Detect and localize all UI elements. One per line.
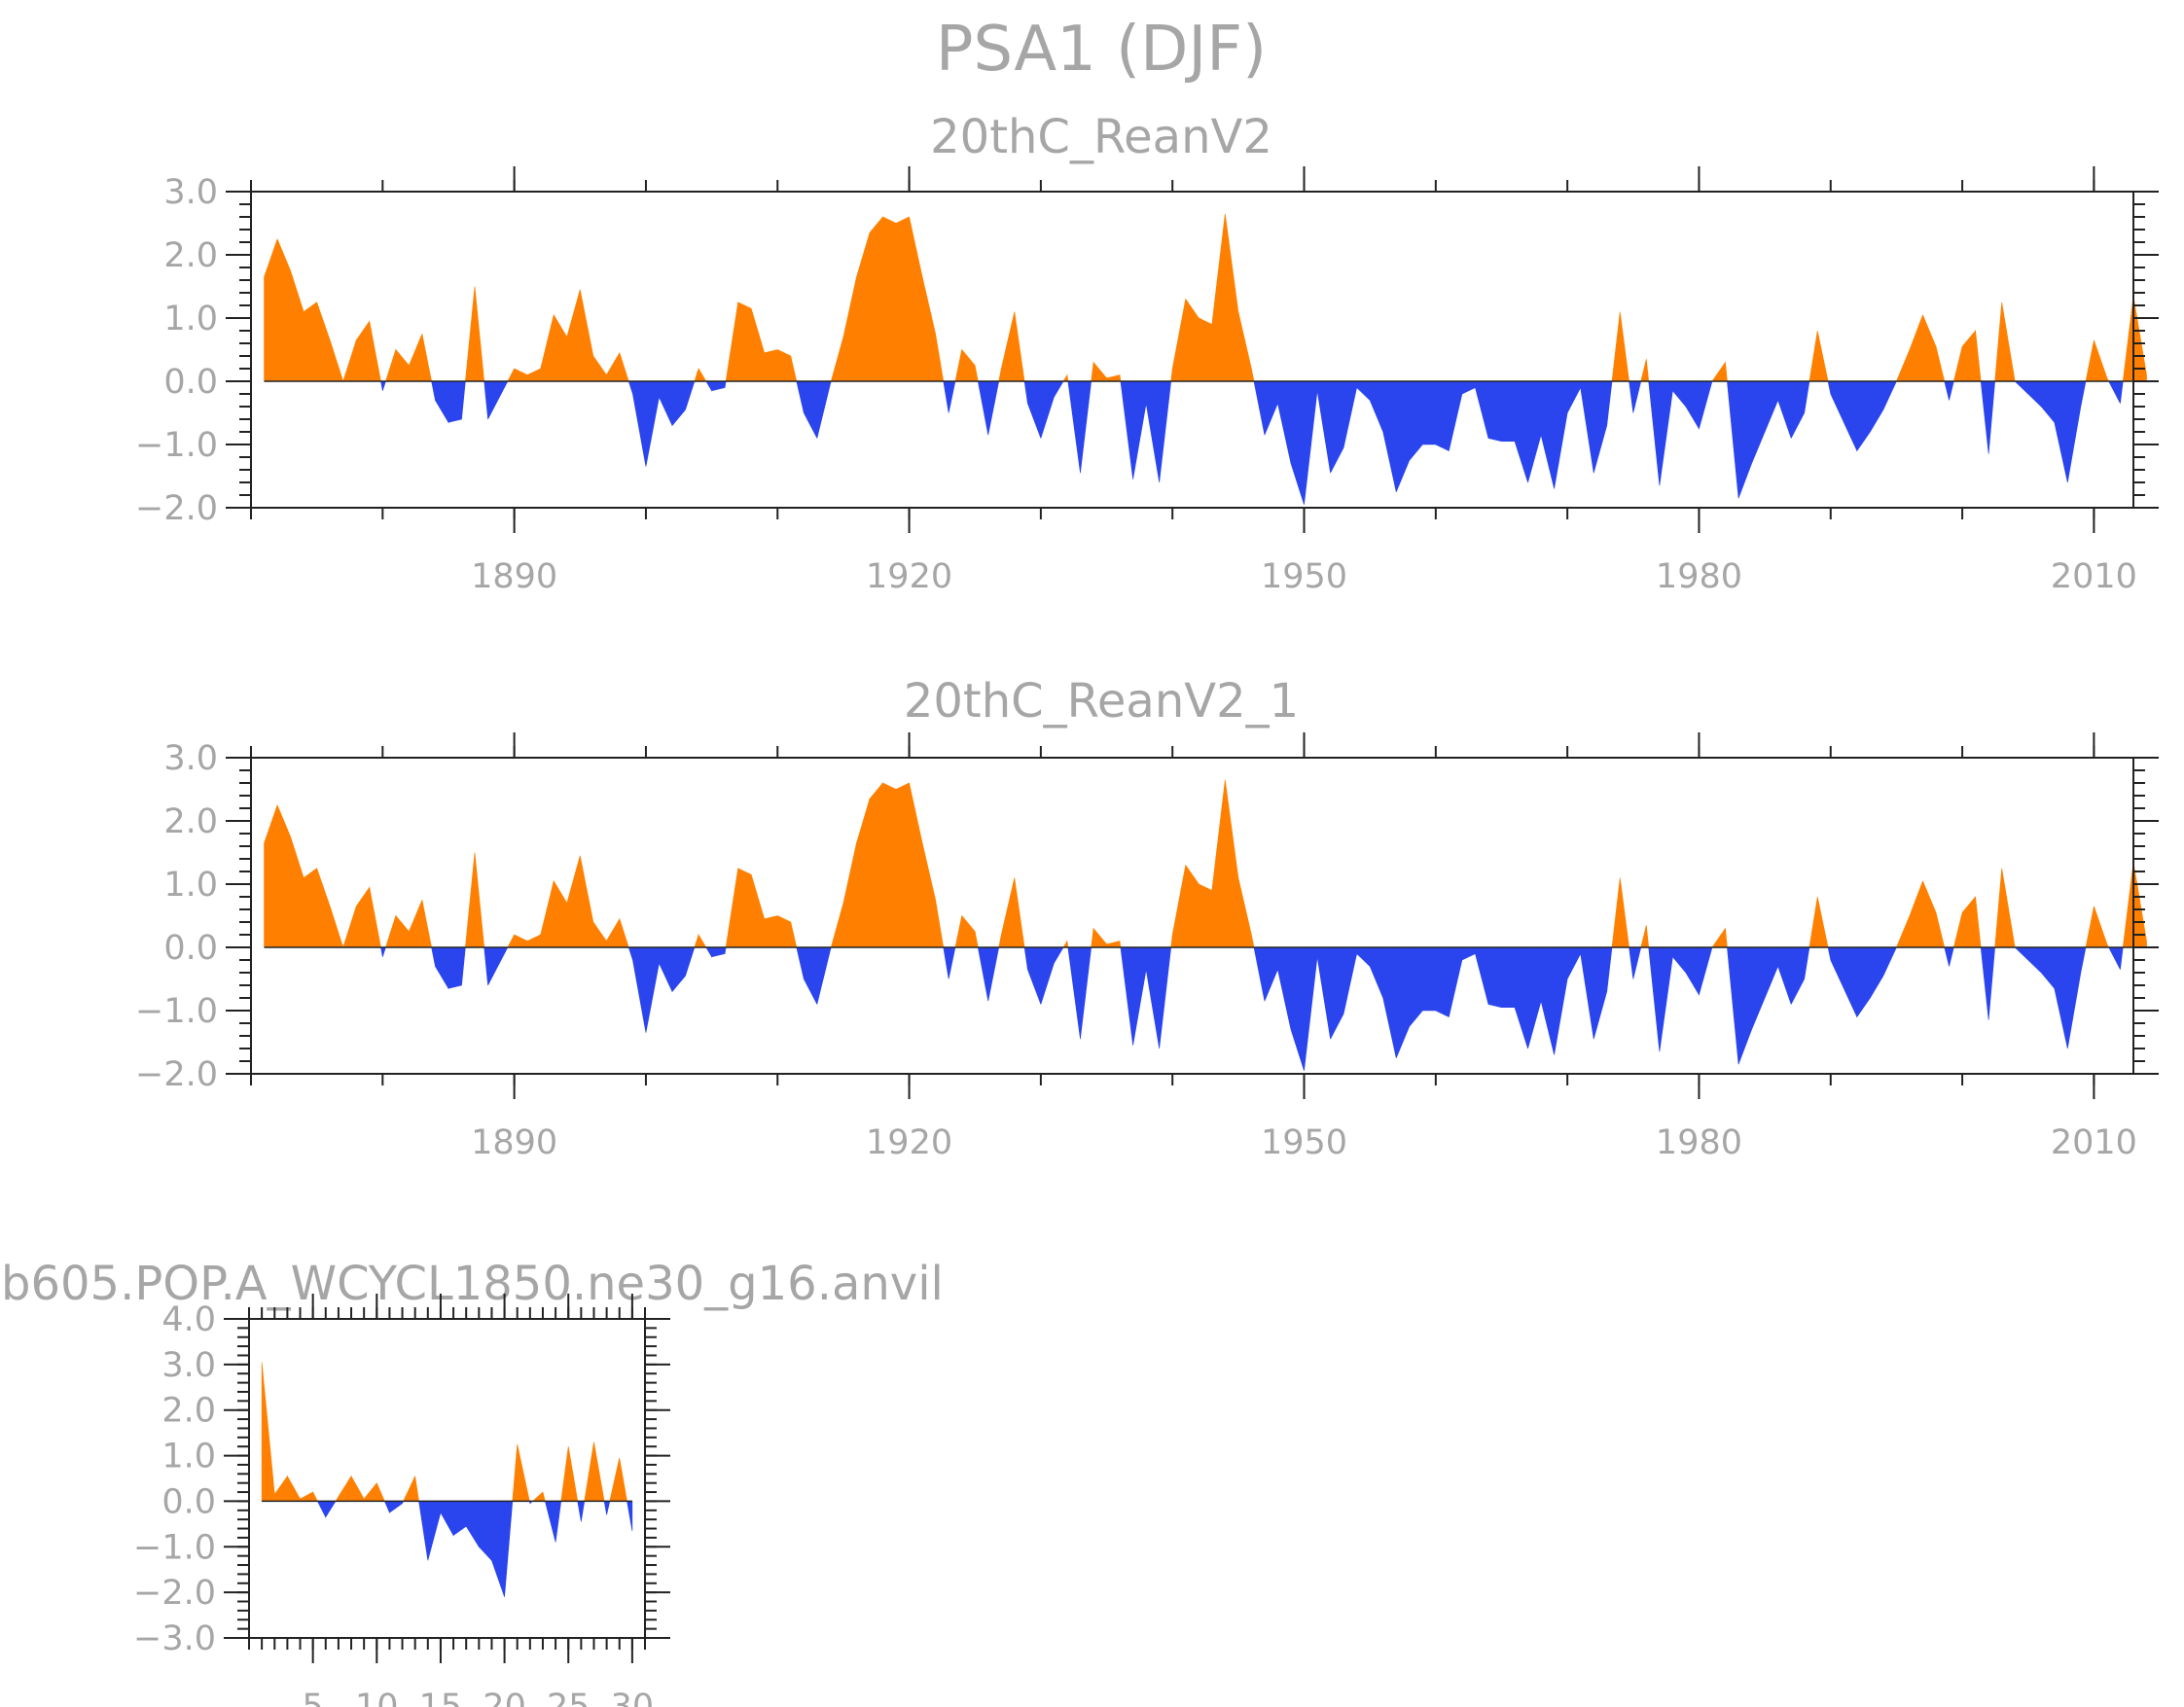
area-layer bbox=[264, 779, 2147, 1071]
axis-layer: 5 10 15 20 25 30 −3.0 −2.0 −1.0 0.0 1.0 2.0 3.0 4.0 bbox=[133, 1294, 670, 1707]
plot-frame bbox=[250, 191, 2134, 509]
y-tick-label: 3.0 bbox=[163, 173, 218, 212]
y-tick-label: 0.0 bbox=[161, 1482, 216, 1521]
y-tick-label: −2.0 bbox=[135, 489, 218, 528]
x-tick-label: 10 bbox=[355, 1688, 399, 1707]
x-tick-label: 2010 bbox=[2051, 1123, 2137, 1162]
negative-area bbox=[316, 1501, 633, 1597]
x-tick-label: 5 bbox=[303, 1688, 324, 1707]
plot-frame bbox=[248, 1318, 646, 1639]
x-tick-label: 1890 bbox=[471, 1123, 557, 1162]
negative-area bbox=[380, 380, 2124, 505]
x-tick-label: 2010 bbox=[2051, 557, 2137, 596]
y-tick-label: 3.0 bbox=[161, 1346, 216, 1385]
panel-b605-pop: b605.POP.A_WCYCL1850.ne30_g16.anvil 5 10 1… bbox=[1, 1257, 944, 1707]
figure-title: PSA1 (DJF) bbox=[936, 14, 1267, 86]
x-tick-label: 1950 bbox=[1261, 1123, 1347, 1162]
x-tick-label: 1920 bbox=[866, 557, 952, 596]
plot-frame bbox=[250, 757, 2134, 1075]
panel-title: b605.POP.A_WCYCL1850.ne30_g16.anvil bbox=[1, 1257, 944, 1311]
area-layer bbox=[261, 1362, 633, 1597]
y-tick-label: 1.0 bbox=[163, 866, 218, 905]
x-tick-label: 1980 bbox=[1656, 1123, 1742, 1162]
y-tick-label: −2.0 bbox=[133, 1574, 216, 1613]
x-tick-label: 1950 bbox=[1261, 557, 1347, 596]
panel-title: 20thC_ReanV2_1 bbox=[904, 674, 1299, 729]
y-tick-label: 2.0 bbox=[163, 802, 218, 841]
x-tick-label: 15 bbox=[419, 1688, 463, 1707]
y-tick-label: 3.0 bbox=[163, 739, 218, 778]
y-tick-label: 4.0 bbox=[161, 1300, 216, 1339]
y-tick-label: −1.0 bbox=[135, 426, 218, 465]
panel-20thc-reanv2-1: 20thC_ReanV2_1 1890 1920 1950 1980 2010 −2.0 −… bbox=[135, 674, 2159, 1162]
y-tick-label: −1.0 bbox=[133, 1528, 216, 1567]
panel-title: 20thC_ReanV2 bbox=[930, 110, 1272, 164]
x-tick-label: 20 bbox=[483, 1688, 526, 1707]
y-tick-label: 0.0 bbox=[163, 929, 218, 968]
x-tick-label: 30 bbox=[611, 1688, 655, 1707]
y-tick-label: 2.0 bbox=[163, 236, 218, 275]
positive-area bbox=[264, 213, 2147, 382]
x-tick-label: 1980 bbox=[1656, 557, 1742, 596]
y-tick-label: 1.0 bbox=[161, 1438, 216, 1476]
y-tick-label: −2.0 bbox=[135, 1055, 218, 1094]
y-tick-label: −1.0 bbox=[135, 992, 218, 1031]
axis-layer: 1890 1920 1950 1980 2010 −2.0 −1.0 0.0 1.0 2.0 3.0 bbox=[135, 732, 2159, 1162]
area-layer bbox=[264, 213, 2147, 505]
x-tick-label: 1920 bbox=[866, 1123, 952, 1162]
y-tick-label: 1.0 bbox=[163, 300, 218, 338]
axis-layer: 1890 1920 1950 1980 2010 −2.0 −1.0 0.0 1.0 2.0 3.0 bbox=[135, 166, 2159, 596]
x-tick-label: 1890 bbox=[471, 557, 557, 596]
positive-area bbox=[261, 1362, 627, 1502]
y-tick-label: 2.0 bbox=[161, 1392, 216, 1431]
y-tick-label: 0.0 bbox=[163, 363, 218, 402]
panel-20thc-reanv2: 20thC_ReanV2 1890 1920 1950 1980 2010 −2.0 −1.… bbox=[135, 110, 2159, 596]
negative-area bbox=[380, 946, 2124, 1071]
positive-area bbox=[264, 779, 2147, 948]
x-tick-label: 25 bbox=[547, 1688, 591, 1707]
y-tick-label: −3.0 bbox=[133, 1619, 216, 1658]
